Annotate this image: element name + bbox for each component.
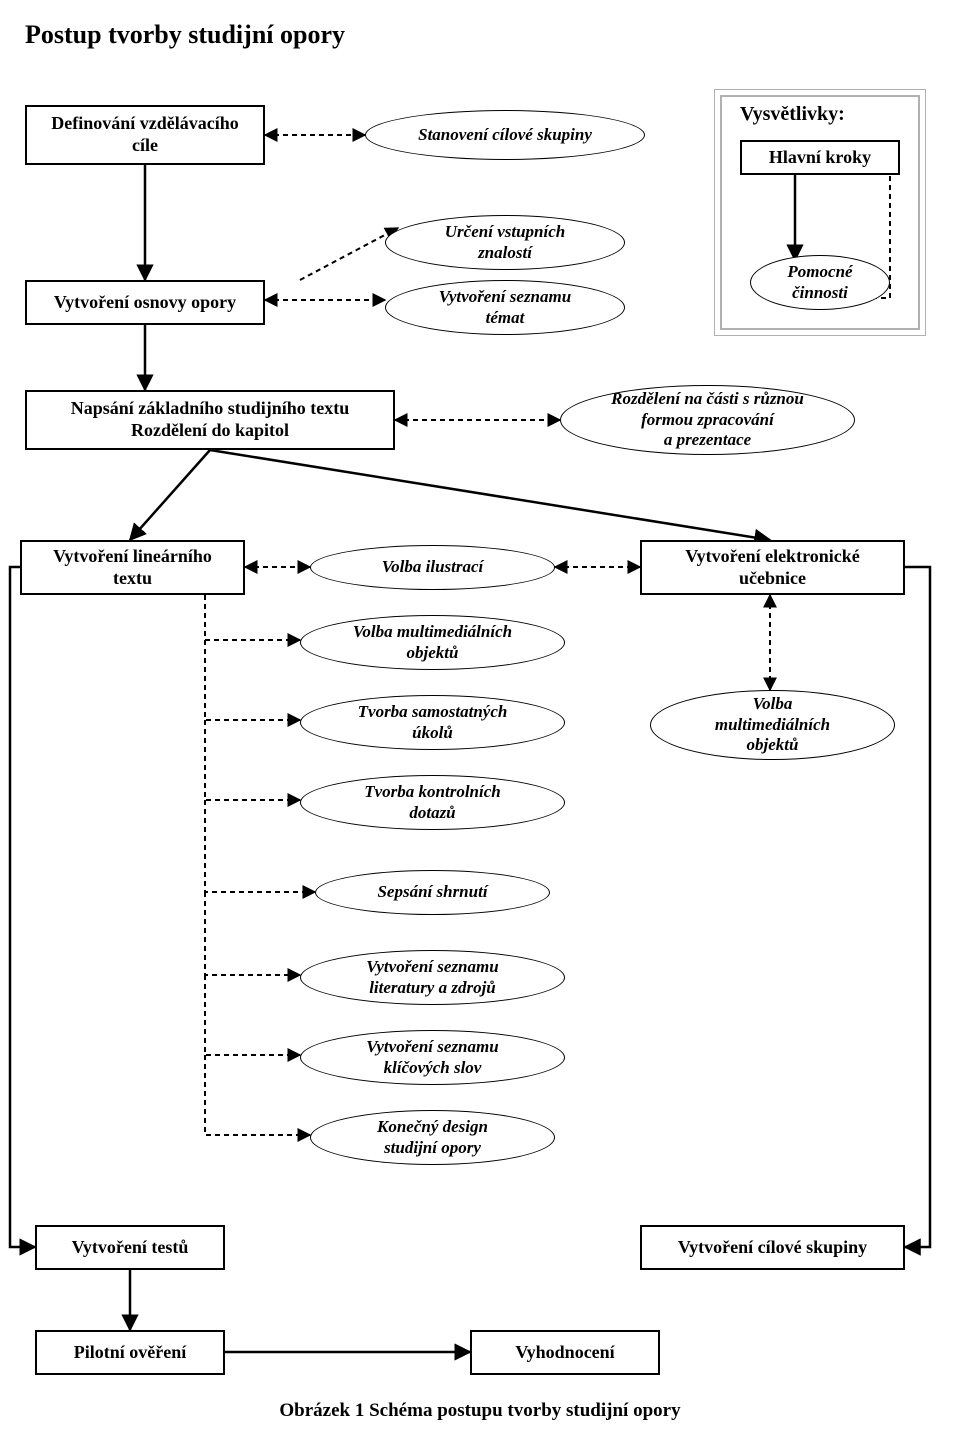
node-design: Konečný designstudijní opory — [310, 1110, 555, 1165]
node-lin_text: Vytvoření lineárníhotextu — [20, 540, 245, 595]
node-klic_slova: Vytvoření seznamuklíčových slov — [300, 1030, 565, 1085]
node-tvorba_kd: Tvorba kontrolníchdotazů — [300, 775, 565, 830]
node-rozdeleni: Rozdělení na části s různouformou zpraco… — [560, 385, 855, 455]
node-stanoveni: Stanovení cílové skupiny — [365, 110, 645, 160]
node-legend_box: Hlavní kroky — [740, 140, 900, 175]
legend-title: Vysvětlivky: — [740, 103, 845, 126]
node-vyhodnoc: Vyhodnocení — [470, 1330, 660, 1375]
node-def_cil: Definování vzdělávacíhocíle — [25, 105, 265, 165]
node-osnova: Vytvoření osnovy opory — [25, 280, 265, 325]
node-el_uceb: Vytvoření elektronickéučebnice — [640, 540, 905, 595]
node-cil_skup: Vytvoření cílové skupiny — [640, 1225, 905, 1270]
figure-caption: Obrázek 1 Schéma postupu tvorby studijní… — [0, 1400, 960, 1422]
node-volba_mm2: Volbamultimediálníchobjektů — [650, 690, 895, 760]
node-tvorba_uk: Tvorba samostatnýchúkolů — [300, 695, 565, 750]
node-literatura: Vytvoření seznamuliteratury a zdrojů — [300, 950, 565, 1005]
node-seznam_t: Vytvoření seznamutémat — [385, 280, 625, 335]
node-napsani: Napsání základního studijního textuRozdě… — [25, 390, 395, 450]
node-volba_il: Volba ilustrací — [310, 545, 555, 590]
node-pilot: Pilotní ověření — [35, 1330, 225, 1375]
node-urceni: Určení vstupníchznalostí — [385, 215, 625, 270]
node-volba_mm1: Volba multimediálníchobjektů — [300, 615, 565, 670]
node-legend_ellipse: Pomocnéčinnosti — [750, 255, 890, 310]
page-title: Postup tvorby studijní opory — [25, 20, 345, 50]
node-shrnuti: Sepsání shrnutí — [315, 870, 550, 915]
node-testy: Vytvoření testů — [35, 1225, 225, 1270]
